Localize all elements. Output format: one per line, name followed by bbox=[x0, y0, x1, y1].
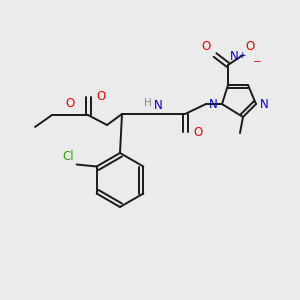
Text: H: H bbox=[144, 98, 152, 108]
Text: N: N bbox=[230, 50, 239, 63]
Text: N: N bbox=[209, 98, 218, 112]
Text: O: O bbox=[96, 91, 105, 103]
Text: +: + bbox=[238, 51, 245, 60]
Text: −: − bbox=[253, 57, 262, 67]
Text: N: N bbox=[154, 99, 163, 112]
Text: O: O bbox=[245, 40, 254, 53]
Text: O: O bbox=[193, 125, 202, 139]
Text: O: O bbox=[202, 40, 211, 53]
Text: Cl: Cl bbox=[62, 149, 74, 163]
Text: N: N bbox=[260, 98, 269, 112]
Text: O: O bbox=[65, 97, 75, 110]
